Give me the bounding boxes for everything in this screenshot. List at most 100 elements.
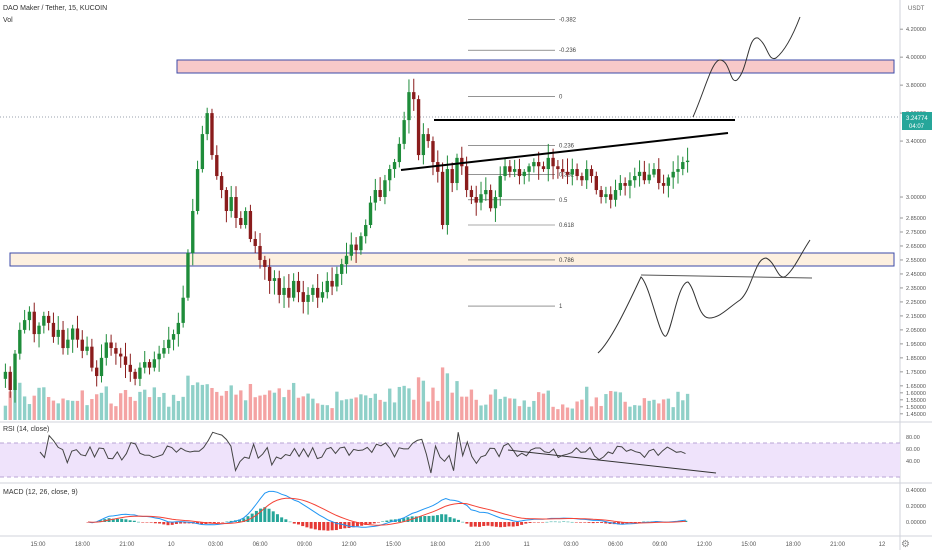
macd-hist-bar bbox=[541, 522, 545, 523]
projection-path-upper[interactable] bbox=[692, 16, 801, 118]
volume-bar bbox=[609, 390, 613, 420]
volume-bar bbox=[205, 384, 209, 420]
resistance-zone[interactable] bbox=[176, 59, 895, 74]
macd-hist-bar bbox=[347, 522, 351, 528]
volume-bar bbox=[455, 381, 459, 420]
price-axis[interactable]: 4.200004.000003.800003.600003.400003.000… bbox=[900, 27, 926, 418]
volume-bar bbox=[512, 398, 517, 420]
rsi-trendline[interactable] bbox=[507, 449, 717, 474]
macd-hist-bar bbox=[587, 522, 591, 523]
candle-body bbox=[378, 190, 382, 198]
price-tick-label: 3.40000 bbox=[906, 139, 926, 145]
macd-hist-bar bbox=[381, 521, 385, 522]
volume-bar bbox=[200, 384, 205, 420]
candle-body bbox=[253, 238, 257, 246]
volume-bar bbox=[167, 406, 171, 420]
candle-body bbox=[152, 359, 157, 368]
volume-bar bbox=[234, 394, 238, 420]
volume-bar bbox=[51, 400, 56, 420]
price-tick-label: 3.80000 bbox=[906, 83, 926, 89]
macd-hist-bar bbox=[141, 522, 145, 523]
candle-body bbox=[657, 169, 661, 184]
candle-body bbox=[219, 176, 224, 191]
volume-bar bbox=[561, 404, 565, 420]
volume-label: Vol bbox=[3, 17, 13, 24]
macd-hist-bar bbox=[566, 521, 570, 523]
candle-body bbox=[536, 162, 541, 167]
macd-hist-bar bbox=[398, 518, 402, 522]
triangle-lower-trendline[interactable] bbox=[400, 132, 729, 171]
macd-hist-bar bbox=[494, 522, 498, 527]
price-tick-label: 2.05000 bbox=[906, 328, 926, 334]
candle-body bbox=[335, 273, 339, 287]
candle-body bbox=[224, 190, 229, 212]
candle-body bbox=[344, 255, 349, 265]
macd-hist-bar bbox=[149, 522, 153, 523]
volume-bar bbox=[210, 387, 214, 420]
volume-bar bbox=[546, 390, 550, 420]
candle-body bbox=[383, 180, 387, 198]
volume-bar bbox=[671, 407, 675, 420]
price-tick-label: 2.55000 bbox=[906, 258, 926, 264]
time-axis[interactable]: 15:00 18:00 21:00 10 03:00 06:00 09:00 12:00 15:… bbox=[30, 542, 886, 548]
macd-hist-bar bbox=[427, 516, 431, 522]
candle-body bbox=[291, 280, 296, 298]
volume-bar bbox=[594, 397, 598, 420]
projection-neckline[interactable] bbox=[640, 274, 813, 279]
candle-body bbox=[527, 166, 531, 172]
candle-body bbox=[585, 169, 589, 181]
candle-body bbox=[229, 197, 233, 212]
candle-body bbox=[589, 169, 594, 177]
macd-hist-bar bbox=[642, 521, 646, 523]
time-tick-label: 03:00 bbox=[208, 542, 224, 548]
candle-body bbox=[450, 169, 454, 184]
settings-gear-icon[interactable]: ⚙ bbox=[901, 539, 910, 550]
projection-path-lower[interactable] bbox=[597, 239, 811, 354]
macd-hist-bar bbox=[238, 519, 242, 522]
fibonacci-retracement[interactable]: -0.382 -0.236 0 0.236 0.382 0.5 0.618 0.786 1 bbox=[468, 17, 577, 310]
macd-hist-bar bbox=[313, 522, 317, 530]
fib-level-label: 0 bbox=[559, 94, 563, 100]
volume-bar bbox=[195, 382, 200, 420]
volume-bar bbox=[301, 396, 305, 420]
macd-hist-bar bbox=[162, 522, 166, 525]
macd-hist-bar bbox=[280, 517, 284, 522]
macd-hist-bar bbox=[385, 520, 389, 522]
current-price-countdown: 04:07 bbox=[909, 124, 925, 130]
candle-body bbox=[503, 166, 507, 177]
candle-body bbox=[104, 342, 108, 358]
volume-bar bbox=[104, 386, 108, 420]
price-tick-label: 4.00000 bbox=[906, 55, 926, 61]
volume-bar bbox=[291, 382, 296, 420]
macd-hist-bar bbox=[503, 522, 507, 527]
price-tick-label: 2.45000 bbox=[906, 272, 926, 278]
volume-bar bbox=[287, 389, 291, 420]
support-zone[interactable] bbox=[9, 252, 895, 267]
volume-bars bbox=[3, 367, 690, 420]
macd-tick-label: 0.00000 bbox=[906, 520, 926, 526]
macd-hist-bar bbox=[275, 514, 279, 522]
candle-body bbox=[388, 169, 392, 181]
candle-body bbox=[210, 113, 214, 156]
volume-bar bbox=[296, 397, 301, 420]
macd-hist-bar bbox=[402, 518, 406, 522]
candle-body bbox=[618, 183, 623, 191]
time-tick-label: 03:00 bbox=[564, 542, 580, 548]
macd-line bbox=[87, 490, 686, 528]
candle-body bbox=[368, 202, 373, 225]
price-tick-label: 1.65000 bbox=[906, 384, 926, 390]
volume-bar bbox=[128, 396, 132, 420]
macd-hist-bar bbox=[284, 519, 288, 522]
volume-bar bbox=[215, 391, 219, 420]
volume-bar bbox=[162, 392, 166, 420]
candle-body bbox=[167, 339, 171, 349]
candle-body bbox=[623, 183, 627, 186]
candle-body bbox=[315, 287, 320, 298]
macd-hist-bar bbox=[633, 522, 637, 523]
volume-bar bbox=[580, 399, 584, 420]
candle-body bbox=[215, 155, 219, 177]
volume-bar bbox=[80, 390, 84, 420]
volume-bar bbox=[330, 408, 334, 420]
volume-bar bbox=[565, 407, 570, 420]
